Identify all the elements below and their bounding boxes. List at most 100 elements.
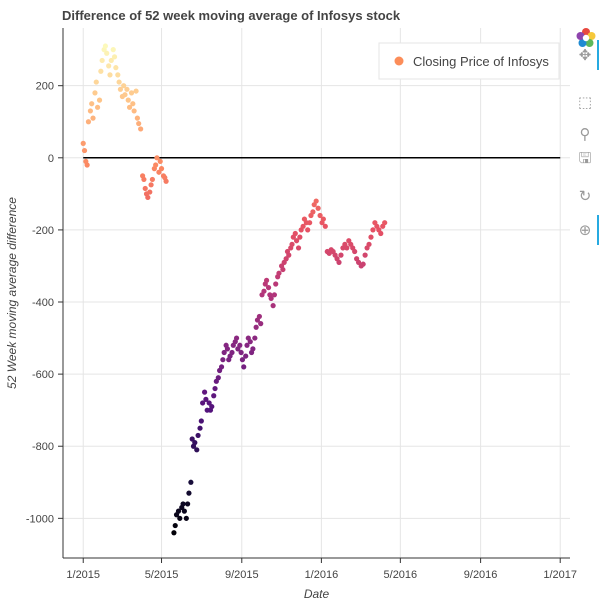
scatter-point[interactable] (247, 339, 253, 345)
scatter-point[interactable] (336, 259, 342, 265)
scatter-point[interactable] (124, 86, 130, 92)
scatter-point[interactable] (153, 162, 159, 168)
scatter-point[interactable] (270, 303, 276, 309)
scatter-point[interactable] (145, 194, 151, 201)
scatter-point[interactable] (362, 252, 368, 258)
scatter-point[interactable] (122, 92, 128, 98)
scatter-point[interactable] (149, 176, 155, 183)
scatter-point[interactable] (175, 508, 182, 514)
scatter-point[interactable] (250, 346, 256, 352)
scatter-point[interactable] (96, 97, 103, 103)
scatter-point[interactable] (338, 252, 344, 258)
scatter-point[interactable] (289, 241, 295, 247)
scatter-point[interactable] (156, 169, 162, 175)
scatter-point[interactable] (233, 335, 240, 341)
scatter-point[interactable] (265, 284, 272, 291)
scatter-point[interactable] (211, 393, 217, 399)
scatter-point[interactable] (99, 57, 105, 64)
scatter-point[interactable] (138, 126, 144, 132)
scatter-point[interactable] (117, 86, 124, 92)
scatter-point[interactable] (292, 230, 298, 237)
scatter-point[interactable] (355, 259, 362, 265)
scatter-point[interactable] (258, 321, 264, 327)
scatter-point[interactable] (186, 490, 192, 496)
scatter-point[interactable] (273, 281, 279, 287)
scatter-point[interactable] (102, 43, 109, 49)
scatter-point[interactable] (310, 209, 316, 215)
scatter-point[interactable] (134, 115, 140, 121)
box-zoom-icon[interactable]: ⬚ (577, 94, 593, 111)
scatter-point[interactable] (239, 357, 246, 363)
scatter-point[interactable] (313, 198, 319, 204)
scatter-point[interactable] (305, 227, 311, 233)
scatter-point[interactable] (295, 245, 302, 251)
scatter-point[interactable] (263, 277, 270, 283)
scatter-point[interactable] (133, 88, 139, 94)
reset-icon[interactable]: ↻ (578, 188, 592, 205)
scatter-point[interactable] (286, 252, 292, 258)
scatter-point[interactable] (238, 349, 244, 356)
scatter-point[interactable] (130, 101, 136, 107)
scatter-point[interactable] (147, 189, 153, 195)
scatter-point[interactable] (315, 205, 321, 211)
scatter-point[interactable] (157, 158, 163, 165)
scatter-point[interactable] (307, 220, 313, 226)
scatter-point[interactable] (297, 234, 303, 240)
scatter-point[interactable] (218, 364, 225, 370)
scatter-point[interactable] (177, 515, 183, 521)
scatter-point[interactable] (131, 108, 137, 114)
scatter-point[interactable] (378, 230, 384, 237)
scatter-point[interactable] (198, 418, 204, 424)
scatter-point[interactable] (104, 50, 110, 56)
scatter-point[interactable] (201, 389, 208, 395)
scatter-point[interactable] (197, 425, 203, 431)
scatter-point[interactable] (253, 324, 259, 330)
scatter-point[interactable] (200, 400, 206, 406)
scatter-point[interactable] (224, 346, 231, 352)
scatter-point[interactable] (256, 313, 263, 320)
scatter-point[interactable] (148, 182, 154, 188)
scatter-point[interactable] (382, 220, 388, 226)
scatter-point[interactable] (283, 256, 289, 262)
scatter-point[interactable] (268, 295, 274, 302)
scatter-point[interactable] (171, 530, 177, 536)
scatter-point[interactable] (344, 245, 350, 251)
scatter-point[interactable] (261, 288, 267, 294)
scatter-point[interactable] (203, 396, 209, 402)
save-icon[interactable]: 🖫 (578, 149, 592, 167)
scatter-point[interactable] (107, 72, 113, 78)
scatter-point[interactable] (163, 178, 169, 184)
scatter-point[interactable] (243, 353, 249, 359)
scatter-point[interactable] (128, 90, 135, 96)
scatter-point[interactable] (271, 292, 278, 298)
scatter-point[interactable] (229, 349, 235, 356)
scatter-point[interactable] (115, 72, 121, 78)
scatter-point[interactable] (106, 63, 112, 69)
scatter-point[interactable] (121, 83, 127, 89)
scatter-point[interactable] (188, 479, 194, 485)
scatter-point[interactable] (116, 79, 122, 85)
scatter-point[interactable] (206, 400, 212, 406)
scatter-point[interactable] (221, 349, 227, 356)
scatter-point[interactable] (154, 155, 160, 161)
scatter-point[interactable] (81, 147, 88, 154)
scatter-point[interactable] (110, 47, 116, 53)
scatter-point[interactable] (320, 216, 326, 222)
scatter-point[interactable] (90, 115, 96, 121)
scatter-point[interactable] (94, 104, 101, 110)
scatter-point[interactable] (241, 364, 247, 370)
scatter-point[interactable] (125, 97, 131, 103)
scatter-point[interactable] (194, 447, 200, 453)
scatter-point[interactable] (183, 515, 189, 521)
scatter-point[interactable] (80, 140, 86, 146)
scatter-point[interactable] (85, 119, 92, 125)
scatter-point[interactable] (181, 508, 187, 514)
scatter-point[interactable] (93, 79, 99, 85)
scatter-point[interactable] (141, 176, 147, 183)
scatter-point[interactable] (113, 65, 119, 71)
pan-icon[interactable]: ✥ (572, 40, 599, 70)
scatter-point[interactable] (293, 238, 300, 244)
scatter-point[interactable] (360, 261, 366, 267)
